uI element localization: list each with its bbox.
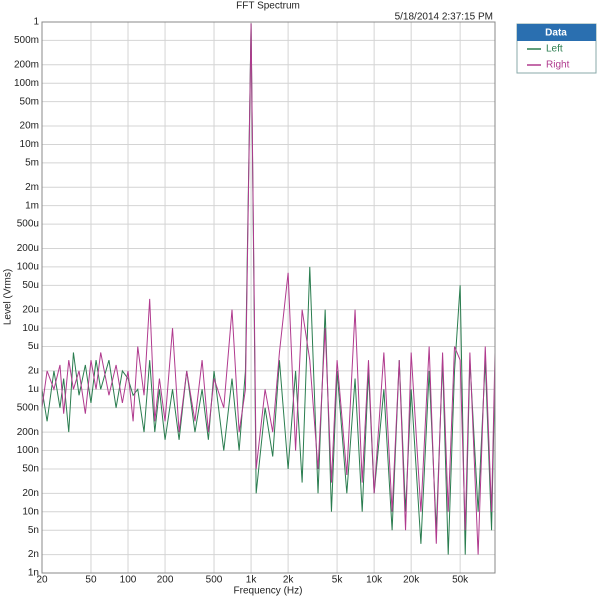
y-tick-label: 5m bbox=[25, 158, 39, 169]
y-tick-label: 1n bbox=[28, 568, 39, 579]
x-tick-label: 20 bbox=[36, 575, 48, 586]
x-tick-label: 50 bbox=[85, 575, 97, 586]
y-tick-label: 50n bbox=[22, 464, 39, 475]
x-tick-label: 5k bbox=[332, 575, 344, 586]
legend-label: Right bbox=[546, 60, 570, 71]
y-axis-label: Level (Vrms) bbox=[3, 269, 14, 325]
legend: Data Left Right bbox=[516, 23, 597, 74]
y-tick-label: 500u bbox=[17, 219, 39, 230]
timestamp: 5/18/2014 2:37:15 PM bbox=[395, 12, 493, 23]
y-tick-label: 500n bbox=[17, 402, 39, 413]
series-line bbox=[41, 23, 496, 555]
y-tick-label: 100u bbox=[17, 262, 39, 273]
y-tick-label: 10n bbox=[22, 506, 39, 517]
y-tick-label: 10u bbox=[22, 323, 39, 334]
legend-title: Data bbox=[545, 28, 567, 39]
y-tick-label: 200m bbox=[14, 59, 39, 70]
x-tick-label: 2k bbox=[283, 575, 295, 586]
y-tick-label: 50m bbox=[20, 96, 39, 107]
y-tick-label: 5n bbox=[28, 525, 39, 536]
y-tick-label: 2u bbox=[28, 366, 39, 377]
x-tick-label: 10k bbox=[366, 575, 383, 586]
chart-title: FFT Spectrum bbox=[236, 1, 300, 12]
y-tick-label: 1u bbox=[28, 384, 39, 395]
plot-area bbox=[41, 21, 496, 574]
y-tick-label: 200u bbox=[17, 243, 39, 254]
plot-border bbox=[41, 21, 496, 574]
legend-header bbox=[517, 24, 596, 41]
y-tick-label: 50u bbox=[22, 280, 39, 291]
x-tick-label: 1k bbox=[246, 575, 258, 586]
y-tick-label: 20n bbox=[22, 488, 39, 499]
x-tick-label: 200 bbox=[157, 575, 174, 586]
legend-label: Left bbox=[546, 44, 563, 55]
y-tick-label: 2m bbox=[25, 182, 39, 193]
y-tick-label: 500m bbox=[14, 35, 39, 46]
x-tick-label: 500 bbox=[206, 575, 223, 586]
y-tick-label: 1m bbox=[25, 200, 39, 211]
x-tick-label: 20k bbox=[403, 575, 420, 586]
y-tick-label: 1 bbox=[33, 17, 39, 28]
x-axis-label: Frequency (Hz) bbox=[234, 586, 303, 597]
y-tick-label: 10m bbox=[20, 139, 39, 150]
y-tick-label: 20m bbox=[20, 121, 39, 132]
y-tick-label: 20u bbox=[22, 304, 39, 315]
y-tick-label: 200n bbox=[17, 427, 39, 438]
x-tick-label: 100 bbox=[120, 575, 137, 586]
x-tick-label: 50k bbox=[452, 575, 469, 586]
y-tick-label: 100n bbox=[17, 445, 39, 456]
y-tick-label: 2n bbox=[28, 549, 39, 560]
y-tick-label: 5u bbox=[28, 341, 39, 352]
y-tick-label: 100m bbox=[14, 78, 39, 89]
